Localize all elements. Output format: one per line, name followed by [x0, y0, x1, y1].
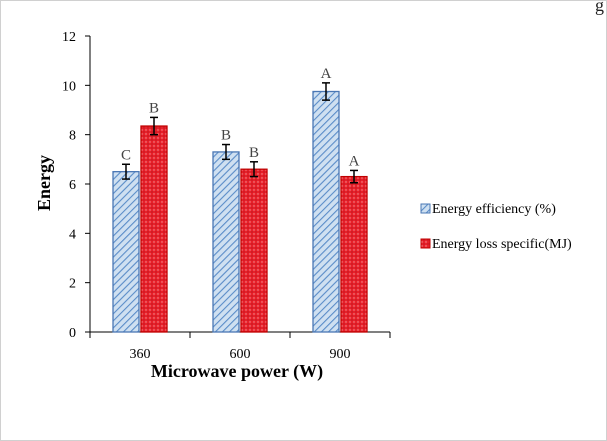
y-tick-label: 8 [69, 129, 76, 144]
y-axis-label: Energy [34, 155, 54, 211]
x-axis-label: Microwave power (W) [151, 361, 323, 382]
y-tick-label: 10 [62, 79, 76, 94]
y-tick-label: 0 [69, 326, 76, 341]
bar-energy-efficiency [212, 151, 240, 333]
legend-label: Energy efficiency (%) [432, 202, 556, 217]
y-tick-label: 4 [69, 227, 76, 242]
significance-letter: A [349, 153, 360, 169]
y-tick-label: 2 [69, 277, 76, 292]
legend-swatch [420, 203, 431, 214]
bar-energy-efficiency [112, 171, 140, 333]
significance-letter: B [249, 145, 259, 161]
bar-energy-loss [140, 125, 168, 333]
significance-letter: B [221, 128, 231, 144]
y-tick-label: 6 [69, 178, 76, 193]
x-tick-label: 900 [330, 347, 351, 362]
bar-energy-efficiency [312, 90, 340, 333]
x-tick-label: 360 [130, 347, 151, 362]
bar-energy-loss [340, 175, 368, 333]
legend-swatch [420, 238, 431, 249]
significance-letter: A [321, 66, 332, 82]
significance-letter: B [149, 100, 159, 116]
clipped-text-fragment: g [595, 0, 604, 15]
significance-letter: C [121, 147, 131, 163]
y-tick-label: 12 [62, 30, 76, 45]
bar-energy-loss [240, 168, 268, 333]
x-tick-label: 600 [230, 347, 251, 362]
legend-label: Energy loss specific(MJ) [432, 237, 572, 252]
